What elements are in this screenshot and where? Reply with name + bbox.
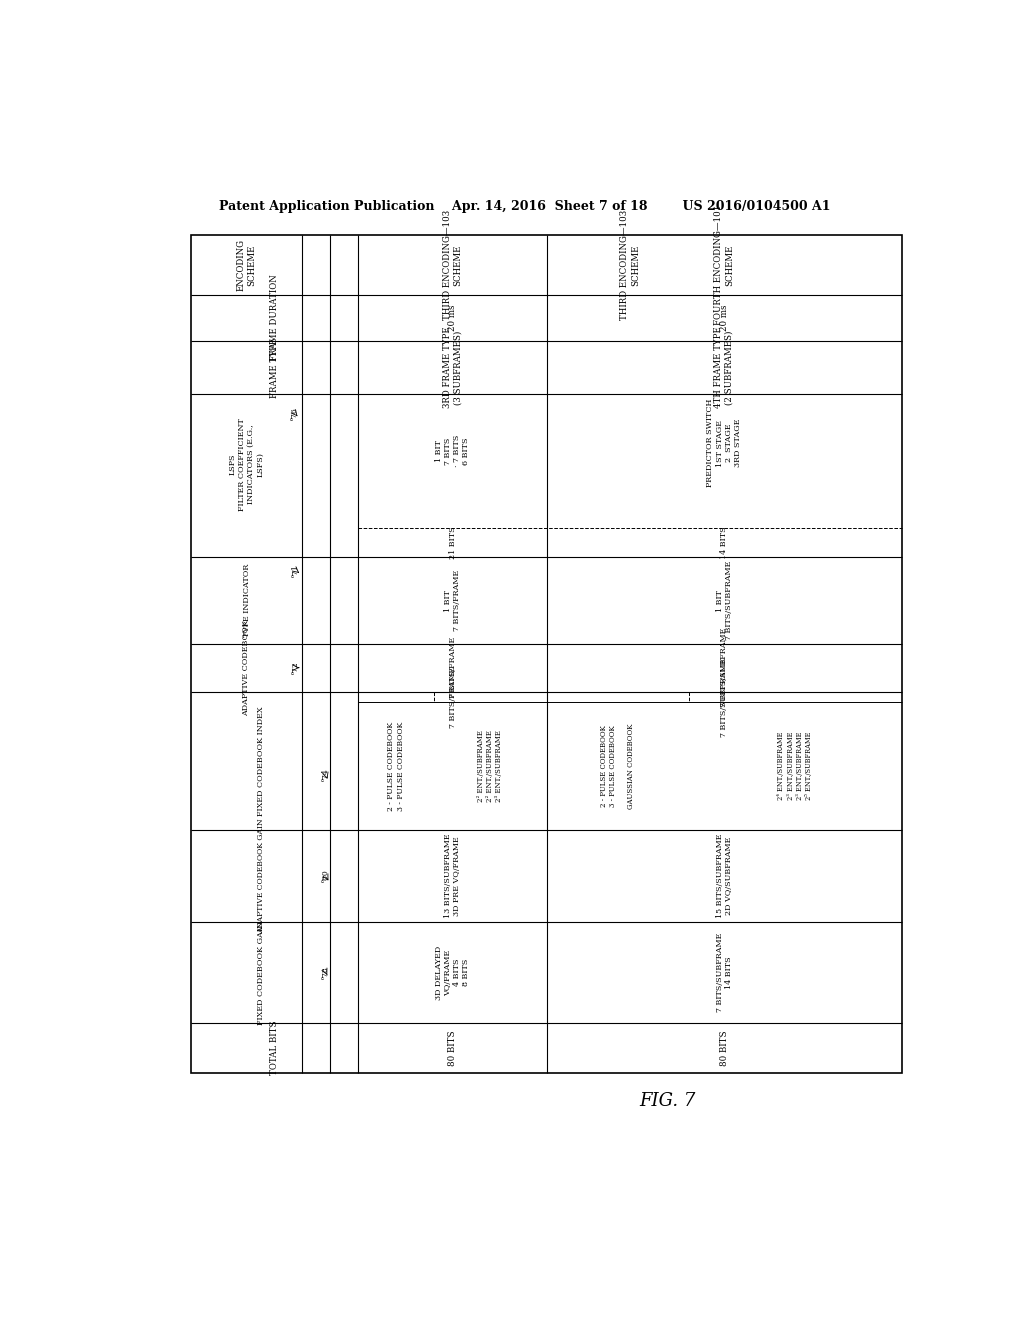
Text: FRAME TYPE: FRAME TYPE bbox=[270, 338, 280, 397]
Text: PREDICTOR SWITCH
1ST STAGE
2  STAGE
3RD STAGE: PREDICTOR SWITCH 1ST STAGE 2 STAGE 3RD S… bbox=[707, 399, 742, 487]
Text: TYPE INDICATOR: TYPE INDICATOR bbox=[243, 564, 251, 638]
Text: 7 BITS/FRAME: 7 BITS/FRAME bbox=[449, 667, 457, 727]
Text: ⁶74: ⁶74 bbox=[322, 768, 330, 781]
Text: 3RD FRAME TYPE
(3 SUBFRAMES): 3RD FRAME TYPE (3 SUBFRAMES) bbox=[442, 327, 462, 408]
Text: 1 BIT
7 BITS/SUBFRAME: 1 BIT 7 BITS/SUBFRAME bbox=[716, 561, 733, 640]
Text: 7 BITS/SUBFRAME
14 BITS: 7 BITS/SUBFRAME 14 BITS bbox=[716, 933, 733, 1012]
Text: FOURTH ENCODING—101
SCHEME: FOURTH ENCODING—101 SCHEME bbox=[715, 205, 734, 325]
Text: 2⁴ ENT./SUBFRAME
2³ ENT./SUBFRAME
2³ ENT./SUBFRAME
2⁵ ENT./SUBFRAME: 2⁴ ENT./SUBFRAME 2³ ENT./SUBFRAME 2³ ENT… bbox=[777, 731, 813, 800]
Text: 1 BIT
7 BITS/FRAME: 1 BIT 7 BITS/FRAME bbox=[444, 570, 461, 631]
Text: FRAME DURATION: FRAME DURATION bbox=[270, 275, 280, 362]
Text: THIRD ENCODING—103
SCHEME: THIRD ENCODING—103 SCHEME bbox=[442, 210, 462, 319]
Text: 20 ms: 20 ms bbox=[720, 305, 729, 331]
Text: FIXED CODEBOOK GAIN: FIXED CODEBOOK GAIN bbox=[257, 920, 265, 1024]
Text: LSPS
FILTER COEFFICIENT
INDICATORS (E.G.,
LSFS): LSPS FILTER COEFFICIENT INDICATORS (E.G.… bbox=[228, 418, 264, 511]
Text: ADAPTIVE CODEBOOK GAIN: ADAPTIVE CODEBOOK GAIN bbox=[257, 818, 265, 933]
Text: ADAPTIVE CODEBOOK: ADAPTIVE CODEBOOK bbox=[243, 620, 251, 715]
Text: THIRD ENCODING—103
SCHEME: THIRD ENCODING—103 SCHEME bbox=[621, 210, 640, 319]
Text: 7 BITS/FRAME: 7 BITS/FRAME bbox=[449, 638, 457, 698]
Text: FIXED CODEBOOK INDEX: FIXED CODEBOOK INDEX bbox=[257, 706, 265, 816]
Text: 80 BITS: 80 BITS bbox=[449, 1030, 457, 1065]
Text: 15 BITS/SUBFRAME
2D VQ/SUBFRAME: 15 BITS/SUBFRAME 2D VQ/SUBFRAME bbox=[716, 834, 733, 919]
Text: Patent Application Publication    Apr. 14, 2016  Sheet 7 of 18        US 2016/01: Patent Application Publication Apr. 14, … bbox=[219, 199, 830, 213]
Text: 7 BITS/SUBFRAME: 7 BITS/SUBFRAME bbox=[720, 628, 728, 708]
Text: 80 BITS: 80 BITS bbox=[720, 1030, 729, 1065]
Text: 1 BIT
7 BITS
· 7 BITS
6 BITS: 1 BIT 7 BITS · 7 BITS 6 BITS bbox=[435, 436, 470, 467]
Text: ENCODING
SCHEME: ENCODING SCHEME bbox=[237, 239, 256, 290]
Text: ⁶72: ⁶72 bbox=[292, 661, 300, 675]
Text: 2 - PULSE CODEBOOK
3 - PULSE CODEBOOK

GAUSSIAN CODEBOOK: 2 - PULSE CODEBOOK 3 - PULSE CODEBOOK GA… bbox=[600, 723, 636, 809]
Text: 13 BITS/SUBFRAME
3D PRE VQ/FRAME: 13 BITS/SUBFRAME 3D PRE VQ/FRAME bbox=[444, 834, 461, 919]
Text: 14 BITS: 14 BITS bbox=[720, 527, 728, 560]
Text: ⁶71: ⁶71 bbox=[292, 564, 300, 577]
Text: 20 ms: 20 ms bbox=[449, 305, 457, 331]
Text: 4TH FRAME TYPE
(2 SUBFRAMES): 4TH FRAME TYPE (2 SUBFRAMES) bbox=[715, 326, 734, 408]
Text: 7 BITS/SUBFRAME: 7 BITS/SUBFRAME bbox=[720, 657, 728, 737]
Text: TOTAL BITS: TOTAL BITS bbox=[270, 1020, 280, 1076]
Bar bbox=[191, 235, 902, 1073]
Text: ⁶80: ⁶80 bbox=[322, 870, 330, 883]
Text: ⁶76: ⁶76 bbox=[291, 407, 299, 420]
Text: 2² ENT./SUBFRAME
2² ENT./SUBFRAME
2³ ENT./SUBFRAME: 2² ENT./SUBFRAME 2² ENT./SUBFRAME 2³ ENT… bbox=[477, 730, 504, 803]
Text: 2 - PULSE CODEBOOK
3 - PULSE CODEBOOK: 2 - PULSE CODEBOOK 3 - PULSE CODEBOOK bbox=[387, 722, 404, 810]
Text: 21 BITS: 21 BITS bbox=[449, 527, 457, 560]
Text: FIG. 7: FIG. 7 bbox=[639, 1092, 696, 1110]
Text: 3D DELAYED
VQ/FRAME
4 BITS
8 BITS: 3D DELAYED VQ/FRAME 4 BITS 8 BITS bbox=[435, 945, 470, 999]
Text: ⁶78: ⁶78 bbox=[322, 966, 330, 979]
